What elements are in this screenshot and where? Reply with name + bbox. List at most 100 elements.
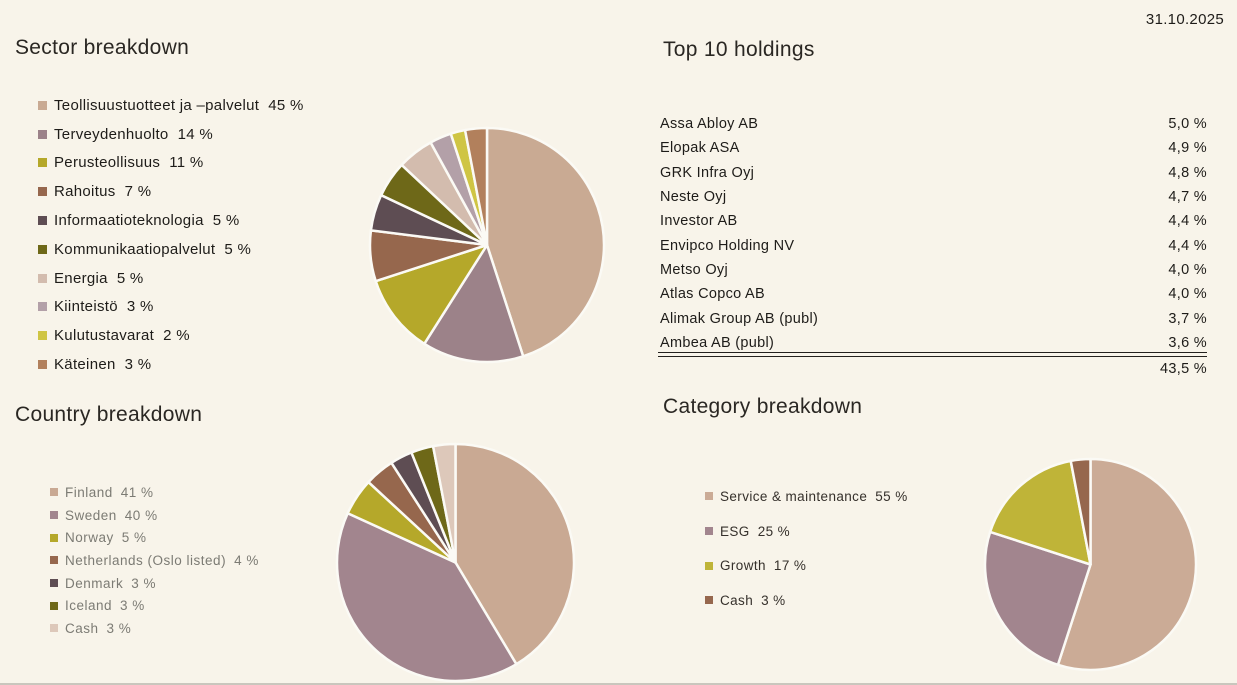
holding-name: Atlas Copco AB <box>660 286 765 303</box>
category-legend: Service & maintenance 55 % ESG 25 % Growth 17… <box>705 479 908 618</box>
pie-slice <box>988 459 1092 566</box>
legend-label: Service & maintenance <box>720 488 868 504</box>
pie-slice <box>1069 457 1092 566</box>
legend-item: Terveydenhuolto 14 % <box>38 120 304 149</box>
legend-label: ESG <box>720 523 750 539</box>
holding-weight: 4,4 % <box>1168 213 1207 230</box>
sector-legend: Teollisuustuotteet ja –palvelut 45 % Terve… <box>38 91 304 379</box>
legend-item: Norway 5 % <box>50 526 259 549</box>
bottom-divider <box>0 683 1237 685</box>
legend-swatch <box>705 596 713 605</box>
holding-name: GRK Infra Oyj <box>660 164 755 181</box>
legend-item: Perusteollisuus 11 % <box>38 149 304 178</box>
holding-row: GRK Infra Oyj 4,8 % <box>660 161 1207 185</box>
legend-item: Käteinen 3 % <box>38 350 304 379</box>
holding-name: Ambea AB (publ) <box>660 334 775 351</box>
legend-label: Sweden <box>65 507 117 523</box>
legend-value: 5 % <box>121 530 147 546</box>
legend-label: Käteinen <box>54 356 116 374</box>
pie-slice <box>335 512 518 683</box>
legend-swatch <box>38 129 47 139</box>
legend-item: Kulutustavarat 2 % <box>38 321 304 350</box>
legend-item: Rahoitus 7 % <box>38 177 304 206</box>
holding-weight: 4,8 % <box>1168 164 1207 181</box>
legend-item: Cash 3 % <box>50 617 259 640</box>
top-holdings-title: Top 10 holdings <box>663 38 815 61</box>
legend-swatch <box>38 216 47 226</box>
holding-name: Assa Abloy AB <box>660 116 759 133</box>
report-date: 31.10.2025 <box>1145 11 1224 28</box>
legend-item: Iceland 3 % <box>50 594 259 617</box>
legend-label: Denmark <box>65 575 124 591</box>
legend-label: Kulutustavarat <box>54 327 155 345</box>
pie-slice <box>423 243 525 364</box>
holding-name: Elopak ASA <box>660 140 740 157</box>
legend-label: Norway <box>65 530 114 546</box>
legend-value: 3 % <box>761 592 786 608</box>
holding-row: Elopak ASA 4,9 % <box>660 136 1207 160</box>
legend-value: 14 % <box>177 125 213 143</box>
legend-item: Growth 17 % <box>705 548 908 583</box>
pie-slice <box>1056 457 1198 672</box>
legend-label: Kiinteistö <box>54 298 118 316</box>
legend-value: 11 % <box>169 154 204 172</box>
holding-weight: 5,0 % <box>1168 116 1207 133</box>
legend-label: Informaatioteknologia <box>54 212 204 230</box>
legend-value: 3 % <box>106 620 132 636</box>
legend-value: 5 % <box>224 240 252 258</box>
legend-label: Iceland <box>65 598 113 614</box>
legend-swatch <box>705 492 713 501</box>
holding-name: Envipco Holding NV <box>660 237 795 254</box>
pie-slice <box>374 243 489 346</box>
legend-swatch <box>50 488 58 497</box>
country-legend: Finland 41 % Sweden 40 % Norway 5 % Netherland… <box>50 481 259 640</box>
legend-item: Service & maintenance 55 % <box>705 479 908 514</box>
legend-value: 3 % <box>126 298 154 316</box>
legend-item: Sweden 40 % <box>50 504 259 527</box>
legend-label: Netherlands (Oslo listed) <box>65 552 227 568</box>
legend-swatch <box>38 273 47 283</box>
legend-swatch <box>50 511 58 520</box>
country-pie-chart <box>335 442 576 683</box>
holding-row: Metso Oyj 4,0 % <box>660 258 1207 282</box>
legend-swatch <box>38 158 47 168</box>
legend-swatch <box>705 527 713 536</box>
category-pie-chart <box>983 457 1198 672</box>
legend-label: Terveydenhuolto <box>54 125 169 143</box>
legend-value: 3 % <box>120 598 145 614</box>
legend-value: 4 % <box>234 552 259 568</box>
holding-name: Alimak Group AB (publ) <box>660 310 819 327</box>
legend-value: 3 % <box>131 575 157 591</box>
holding-row: Alimak Group AB (publ) 3,7 % <box>660 306 1207 330</box>
pie-slice <box>463 126 489 247</box>
legend-item: Cash 3 % <box>705 583 908 618</box>
holding-weight: 4,0 % <box>1168 286 1207 303</box>
legend-value: 40 % <box>124 507 158 523</box>
pie-slice <box>485 126 606 358</box>
holding-name: Metso Oyj <box>660 261 728 278</box>
legend-value: 5 % <box>212 212 240 230</box>
legend-item: Teollisuustuotteet ja –palvelut 45 % <box>38 91 304 120</box>
legend-value: 7 % <box>124 183 152 201</box>
legend-label: Perusteollisuus <box>54 154 161 172</box>
legend-value: 2 % <box>163 327 190 345</box>
legend-swatch <box>50 601 58 610</box>
legend-value: 41 % <box>120 484 154 500</box>
legend-swatch <box>705 561 713 570</box>
legend-label: Growth <box>720 558 766 574</box>
pie-slice <box>454 442 576 666</box>
legend-swatch <box>50 624 58 633</box>
legend-swatch <box>50 579 58 588</box>
legend-item: Netherlands (Oslo listed) 4 % <box>50 549 259 572</box>
legend-swatch <box>50 556 58 565</box>
holding-row: Envipco Holding NV 4,4 % <box>660 233 1207 257</box>
legend-swatch <box>38 360 47 370</box>
legend-value: 55 % <box>875 488 908 504</box>
category-breakdown-title: Category breakdown <box>663 395 863 418</box>
country-breakdown-title: Country breakdown <box>15 403 203 426</box>
sector-pie-chart <box>368 126 606 364</box>
legend-label: Energia <box>54 269 108 287</box>
legend-swatch <box>38 244 47 254</box>
legend-label: Cash <box>720 592 754 608</box>
